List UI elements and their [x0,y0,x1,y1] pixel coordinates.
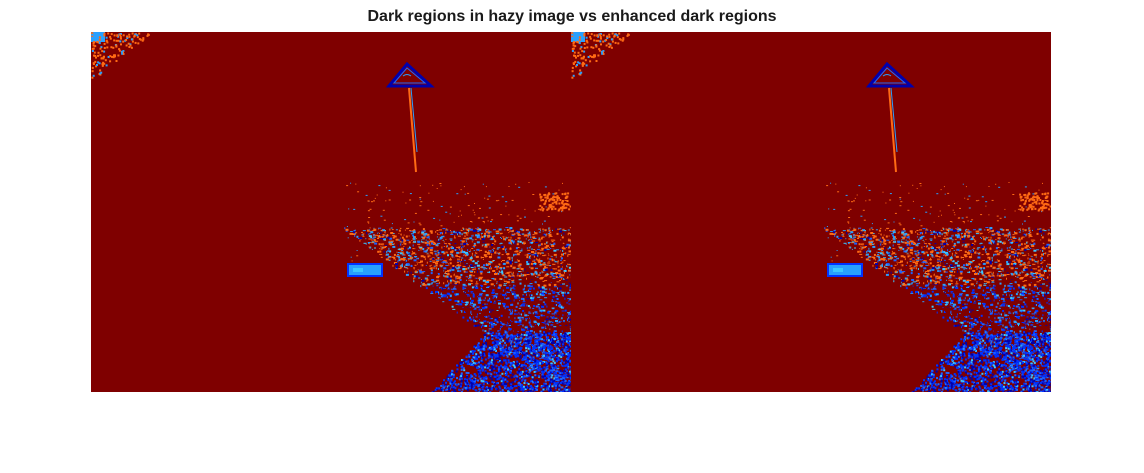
sign-pole [888,87,897,173]
top-left-corner-patch [91,32,150,79]
road-sign-triangle [385,61,435,88]
right-edge-orange-patch [539,192,571,212]
road-sign-triangle [865,61,915,88]
dark-region-map-hazy [91,32,571,392]
dark-region-map-enhanced [571,32,1051,392]
right-edge-orange-patch [1019,192,1051,212]
image-panel-enhanced [571,32,1051,392]
top-left-corner-patch [571,32,630,79]
image-panel-hazy [91,32,571,392]
road-speckle-region [824,182,1051,392]
figure-title: Dark regions in hazy image vs enhanced d… [367,8,777,25]
vehicle-object [347,263,383,277]
road-speckle-region [344,182,571,392]
vehicle-object [827,263,863,277]
sign-pole [408,87,417,173]
